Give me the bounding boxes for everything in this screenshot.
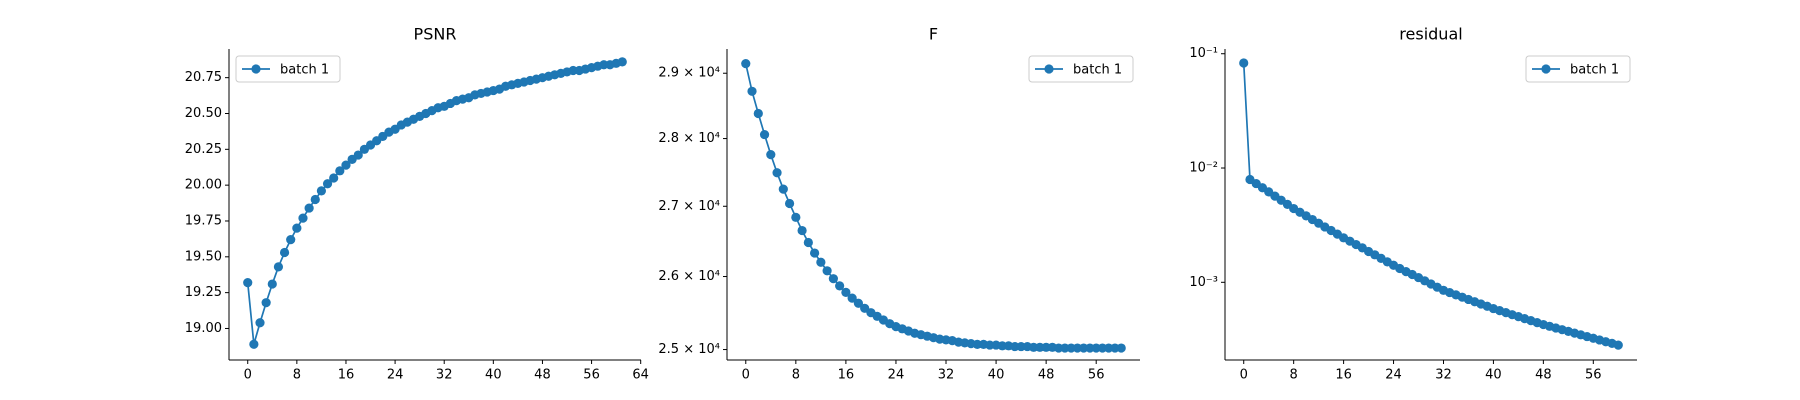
data-point [322,179,333,189]
x-tick-label: 0 [1240,368,1248,383]
data-point [766,149,776,160]
x-tick-label: 64 [632,368,649,383]
x-tick-label: 0 [244,368,252,383]
data-point [797,225,807,236]
data-point [847,293,857,303]
x-tick-label: 32 [938,368,955,383]
x-tick-label: 40 [485,368,502,383]
data-point [822,266,832,276]
legend-box [235,55,341,83]
y-tick-label: 2.8 × 10⁴ [658,131,720,146]
x-tick-label: 56 [1088,368,1105,383]
data-point [1116,343,1126,353]
x-tick-label: 40 [1485,368,1502,383]
x-tick-label: 0 [742,368,750,383]
x-tick-label: 16 [838,368,855,383]
data-point [747,86,757,96]
y-tick-label: 20.75 [185,70,222,85]
data-point [273,262,284,272]
data-point [316,186,327,196]
y-tick-label: 10⁻² [1189,161,1218,176]
x-tick-label: 56 [1585,368,1602,383]
chart-title: residual [1399,25,1462,44]
x-tick-label: 8 [293,368,301,383]
data-line [1242,62,1619,346]
data-point [286,235,296,245]
x-tick-label: 8 [792,368,800,383]
data-point [816,257,826,267]
data-point [778,184,788,194]
data-point [617,57,627,67]
y-tick-label: 20.25 [185,142,222,157]
data-point [329,173,339,183]
x-tick-label: 40 [988,368,1005,383]
data-point [791,212,801,222]
data-point [353,150,363,160]
data-point [1613,340,1623,350]
data-point [810,248,820,258]
data-point [298,213,308,223]
data-point [243,278,253,288]
x-tick-label: 8 [1290,368,1298,383]
y-tick-label: 2.5 × 10⁴ [658,342,720,357]
x-tick-label: 48 [1535,368,1552,383]
data-point [255,318,265,328]
x-tick-label: 32 [1435,368,1452,383]
data-point [292,223,302,233]
data-point [759,129,770,140]
x-tick-label: 24 [387,368,404,383]
legend-marker [1541,64,1551,74]
data-point [784,198,795,209]
data-point [828,274,838,284]
y-tick-label: 19.00 [185,321,222,336]
data-point [267,279,277,289]
data-point [772,168,782,178]
legend-label: batch 1 [280,63,329,78]
y-tick-label: 19.75 [185,213,222,228]
x-tick-label: 24 [1385,368,1402,383]
data-point [310,194,320,205]
x-tick-label: 48 [1038,368,1055,383]
y-tick-label: 19.50 [185,249,222,264]
chart-title: PSNR [414,25,457,44]
data-point [753,108,763,119]
y-tick-label: 10⁻¹ [1189,46,1218,61]
x-tick-label: 16 [338,368,355,383]
data-point [341,160,351,170]
y-tick-label: 2.7 × 10⁴ [658,199,720,214]
legend-label: batch 1 [1570,63,1619,78]
chart-title: F [929,25,938,44]
legend-box [1525,55,1631,83]
x-tick-label: 16 [1335,368,1352,383]
y-tick-label: 2.6 × 10⁴ [658,269,720,284]
data-point [741,59,751,69]
data-point [279,247,290,258]
y-tick-label: 20.50 [185,106,222,121]
legend-marker [251,64,261,74]
x-tick-label: 56 [583,368,600,383]
data-point [1239,58,1249,68]
data-point [304,203,314,213]
data-point [841,287,851,297]
data-point [249,339,259,349]
data-point [835,281,845,291]
x-tick-label: 24 [888,368,905,383]
x-tick-label: 48 [534,368,551,383]
y-tick-label: 19.25 [185,285,222,300]
legend-label: batch 1 [1073,63,1122,78]
legend-marker [1044,64,1054,74]
x-tick-label: 32 [436,368,453,383]
data-line [246,61,623,345]
data-point [335,166,345,176]
data-point [803,237,813,248]
y-tick-label: 2.9 × 10⁴ [658,66,720,81]
legend-box [1028,55,1134,83]
data-point [853,298,864,308]
data-point [261,298,271,308]
data-line [744,63,1122,349]
y-tick-label: 10⁻³ [1189,275,1218,290]
y-tick-label: 20.00 [185,178,222,193]
